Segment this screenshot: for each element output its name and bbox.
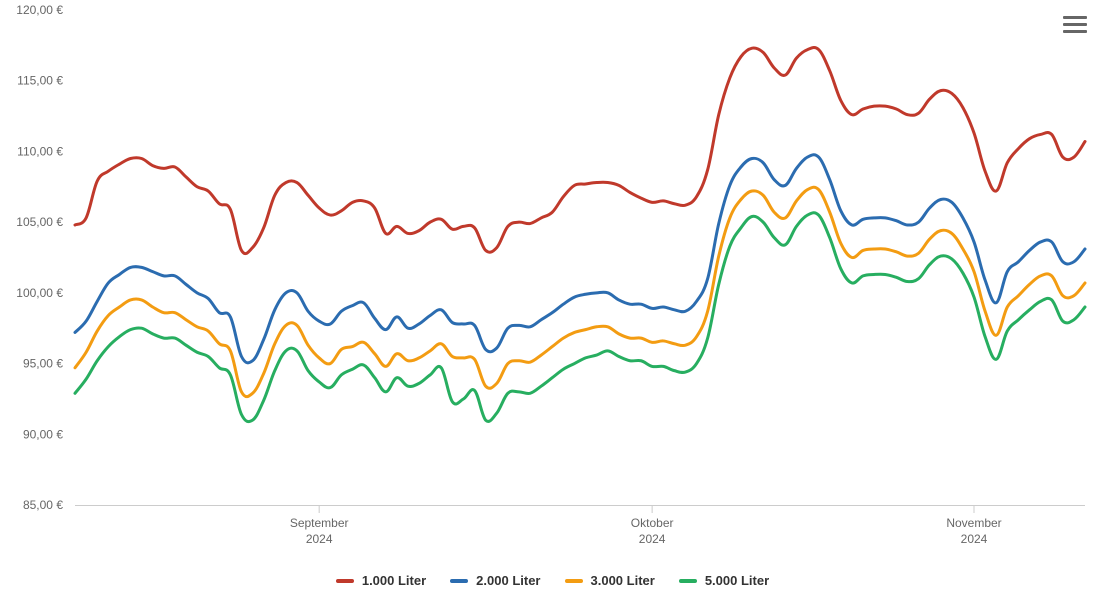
y-axis-tick-label: 110,00 € <box>17 144 63 158</box>
chart-svg: 85,00 € 90,00 € 95,00 € 100,00 € 105,00 € 110… <box>0 0 1105 602</box>
legend-item[interactable]: 5.000 Liter <box>679 573 769 588</box>
legend-swatch <box>336 579 354 583</box>
x-axis-tick-label: Oktober <box>631 516 674 530</box>
series-line <box>75 213 1085 422</box>
legend-swatch <box>679 579 697 583</box>
price-chart: 85,00 € 90,00 € 95,00 € 100,00 € 105,00 € 110… <box>0 0 1105 602</box>
legend-label: 5.000 Liter <box>705 573 769 588</box>
x-axis-tick-sublabel: 2024 <box>639 532 666 546</box>
legend-swatch <box>450 579 468 583</box>
legend-label: 3.000 Liter <box>591 573 655 588</box>
x-axis-tick-label: November <box>946 516 1001 530</box>
legend-item[interactable]: 2.000 Liter <box>450 573 540 588</box>
legend: 1.000 Liter 2.000 Liter 3.000 Liter 5.000 L… <box>0 571 1105 589</box>
hamburger-menu-icon[interactable] <box>1063 12 1087 34</box>
y-axis-tick-label: 120,00 € <box>16 3 63 17</box>
y-axis-tick-label: 85,00 € <box>23 498 63 512</box>
legend-item[interactable]: 1.000 Liter <box>336 573 426 588</box>
legend-swatch <box>565 579 583 583</box>
series-line <box>75 187 1085 396</box>
y-axis-tick-label: 105,00 € <box>16 215 63 229</box>
x-axis-tick-label: September <box>290 516 349 530</box>
x-axis-tick-sublabel: 2024 <box>961 532 988 546</box>
legend-label: 2.000 Liter <box>476 573 540 588</box>
y-axis-tick-label: 95,00 € <box>23 357 63 371</box>
y-axis-tick-label: 100,00 € <box>16 286 63 300</box>
legend-label: 1.000 Liter <box>362 573 426 588</box>
y-axis-tick-label: 115,00 € <box>17 74 63 88</box>
legend-item[interactable]: 3.000 Liter <box>565 573 655 588</box>
series-line <box>75 48 1085 254</box>
x-axis-tick-sublabel: 2024 <box>306 532 333 546</box>
y-axis-tick-label: 90,00 € <box>23 427 63 441</box>
